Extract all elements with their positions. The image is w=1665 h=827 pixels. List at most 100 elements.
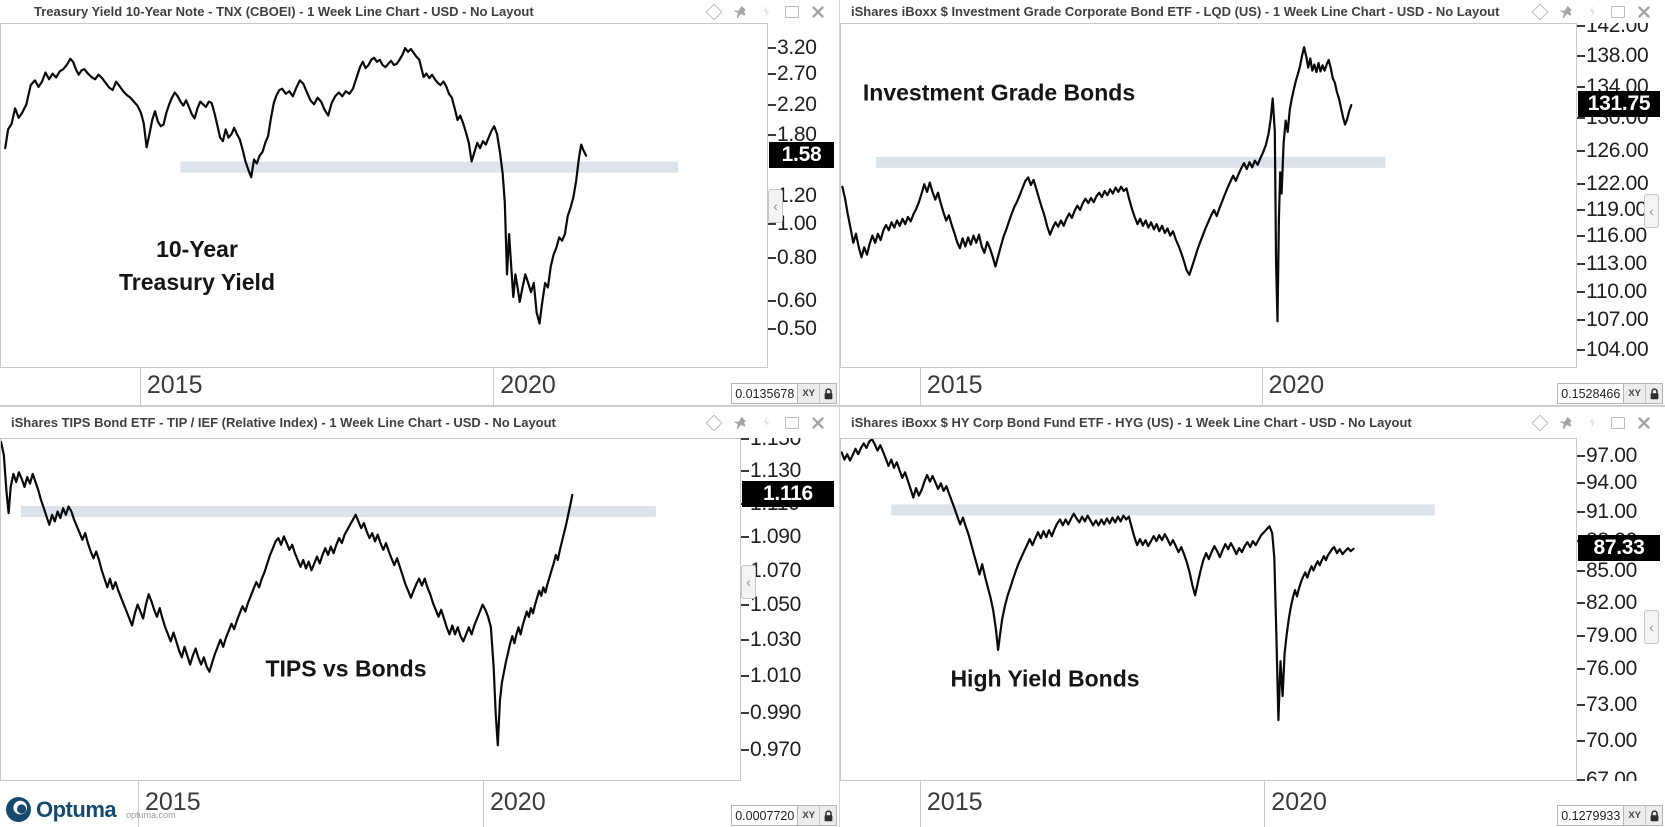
- y-axis[interactable]: 104.00 107.00 110.00 113.00 116.00 119.00 122.…: [1577, 23, 1665, 368]
- pushpin-icon[interactable]: [1559, 5, 1573, 19]
- scale-mode-label: XY: [1628, 810, 1641, 821]
- chart-plot-area[interactable]: TIPS vs Bonds: [0, 438, 741, 781]
- chart-annotation: High Yield Bonds: [950, 663, 1139, 696]
- annotation-line-2: Treasury Yield: [119, 269, 275, 295]
- link-icon[interactable]: [759, 416, 773, 430]
- panel-titlebar[interactable]: Treasury Yield 10-Year Note - TNX (CBOEI…: [0, 0, 839, 23]
- panel-title: iShares iBoxx $ Investment Grade Corpora…: [851, 4, 1500, 19]
- lock-icon[interactable]: [819, 384, 836, 403]
- support-band: [180, 161, 678, 173]
- scale-status-box[interactable]: 0.1528466 XY: [1557, 383, 1663, 404]
- chart-panel: iShares iBoxx $ HY Corp Bond Fund ETF - …: [839, 406, 1665, 827]
- scale-status-box[interactable]: 0.0007720 XY: [731, 805, 837, 826]
- chart-plot-area[interactable]: High Yield Bonds: [840, 438, 1577, 781]
- maximize-icon[interactable]: [785, 5, 799, 19]
- chart-panel: iShares iBoxx $ Investment Grade Corpora…: [839, 0, 1665, 406]
- maximize-icon[interactable]: [785, 416, 799, 430]
- y-axis[interactable]: 0.50 0.60 0.80 1.00 1.20 1.80 2.20 2.70 3.20 1.5…: [768, 23, 839, 368]
- diamond-icon[interactable]: [1531, 3, 1549, 20]
- x-axis[interactable]: 2020 2015 0.1528466 XY: [840, 368, 1665, 406]
- optuma-logo-icon: [6, 797, 31, 822]
- x-axis-tick: 2020: [1261, 368, 1324, 405]
- scale-mode-label: XY: [1628, 388, 1641, 399]
- y-axis-tick: 85.00: [1577, 559, 1637, 583]
- y-axis-tick: 2.20: [768, 93, 817, 117]
- y-axis-tick: 3.20: [768, 36, 817, 60]
- x-axis[interactable]: 2020 2015 0.1279933 XY: [840, 781, 1665, 827]
- y-axis-tick: 2.70: [768, 62, 817, 86]
- maximize-icon[interactable]: [1611, 416, 1625, 430]
- x-axis-tick: 2015: [139, 368, 203, 405]
- panel-titlebar[interactable]: iShares iBoxx $ HY Corp Bond Fund ETF - …: [840, 407, 1665, 438]
- price-series-hyg: [841, 439, 1355, 722]
- y-axis-tick: 97.00: [1577, 444, 1637, 468]
- y-axis[interactable]: 0.9700.9901.0101.0301.0501.0701.0901.110…: [741, 438, 839, 781]
- y-axis-tick: 79.00: [1577, 624, 1637, 648]
- close-icon[interactable]: [1637, 416, 1651, 430]
- optuma-footer-link[interactable]: Optuma optuma.com: [5, 796, 176, 823]
- y-axis-tick: 119.00: [1577, 198, 1647, 222]
- pushpin-icon[interactable]: [733, 416, 747, 430]
- x-axis-tick: 2020: [493, 368, 556, 405]
- collapse-axis-button[interactable]: ‹: [768, 189, 783, 223]
- collapse-axis-button[interactable]: ‹: [1644, 610, 1659, 644]
- y-axis-tick: 1.090: [741, 525, 801, 549]
- y-axis-tick: 0.50: [768, 317, 817, 341]
- pushpin-icon[interactable]: [733, 5, 747, 19]
- x-axis[interactable]: 2020 2015 0.0007720 XY: [0, 781, 839, 827]
- chart-plot-area[interactable]: Investment Grade Bonds: [840, 23, 1577, 368]
- last-price-badge: 1.58: [769, 141, 834, 168]
- collapse-axis-button[interactable]: ‹: [741, 565, 756, 599]
- link-icon[interactable]: [1585, 416, 1599, 430]
- lock-icon[interactable]: [1645, 806, 1662, 825]
- y-axis-tick: 67.00: [1577, 768, 1637, 781]
- price-series-tip-ief: [1, 440, 574, 747]
- scale-value: 0.0135678: [732, 384, 799, 403]
- panel-title: Treasury Yield 10-Year Note - TNX (CBOEI…: [34, 4, 534, 19]
- panel-titlebar[interactable]: iShares iBoxx $ Investment Grade Corpora…: [840, 0, 1665, 23]
- x-axis[interactable]: 2020 2015 0.0135678 XY: [0, 368, 839, 406]
- y-axis-tick: 73.00: [1577, 693, 1637, 717]
- y-axis-tick: 0.60: [768, 289, 817, 313]
- y-axis-tick: 1.80: [768, 123, 817, 147]
- y-axis-tick: 113.00: [1577, 252, 1647, 276]
- y-axis-tick: 1.00: [768, 212, 817, 236]
- panel-titlebar[interactable]: iShares TIPS Bond ETF - TIP / IEF (Relat…: [0, 407, 839, 438]
- y-axis[interactable]: 67.0070.0073.0076.0079.0082.0085.0088.00…: [1577, 438, 1665, 781]
- diamond-icon[interactable]: [705, 3, 723, 20]
- chart-panel: iShares TIPS Bond ETF - TIP / IEF (Relat…: [0, 406, 839, 827]
- link-icon[interactable]: [759, 5, 773, 19]
- x-axis-tick: 2020: [1264, 781, 1327, 827]
- lock-icon[interactable]: [1645, 384, 1662, 403]
- y-axis-tick: 91.00: [1577, 500, 1637, 524]
- maximize-icon[interactable]: [1611, 5, 1625, 19]
- scale-status-box[interactable]: 0.0135678 XY: [731, 383, 837, 404]
- y-axis-tick: 1.050: [741, 593, 801, 617]
- scale-value: 0.0007720: [732, 806, 799, 825]
- x-axis-tick: 2015: [919, 781, 983, 827]
- diamond-icon[interactable]: [1531, 414, 1549, 431]
- diamond-icon[interactable]: [705, 414, 723, 431]
- panel-title: iShares iBoxx $ HY Corp Bond Fund ETF - …: [851, 415, 1412, 430]
- chart-plot-area[interactable]: 10-Year Treasury Yield: [0, 23, 768, 368]
- scale-status-box[interactable]: 0.1279933 XY: [1557, 805, 1663, 826]
- close-icon[interactable]: [1637, 5, 1651, 19]
- close-icon[interactable]: [811, 416, 825, 430]
- close-icon[interactable]: [811, 5, 825, 19]
- y-axis-tick: 70.00: [1577, 729, 1637, 753]
- price-line-chart: [841, 46, 1386, 323]
- y-axis-tick: 116.00: [1577, 224, 1647, 248]
- link-icon[interactable]: [1585, 5, 1599, 19]
- pushpin-icon[interactable]: [1559, 416, 1573, 430]
- y-axis-tick: 1.010: [741, 664, 801, 688]
- y-axis-tick: 122.00: [1577, 172, 1649, 196]
- chart-annotation: 10-Year Treasury Yield: [119, 233, 275, 299]
- y-axis-tick: 1.150: [741, 438, 801, 451]
- chart-panel: Treasury Yield 10-Year Note - TNX (CBOEI…: [0, 0, 839, 406]
- lock-icon[interactable]: [819, 806, 836, 825]
- collapse-axis-button[interactable]: ‹: [1644, 194, 1659, 228]
- y-axis-tick: 0.970: [741, 738, 801, 762]
- y-axis-tick: 126.00: [1577, 139, 1649, 163]
- y-axis-tick: 0.990: [741, 701, 801, 725]
- y-axis-tick: 0.80: [768, 246, 817, 270]
